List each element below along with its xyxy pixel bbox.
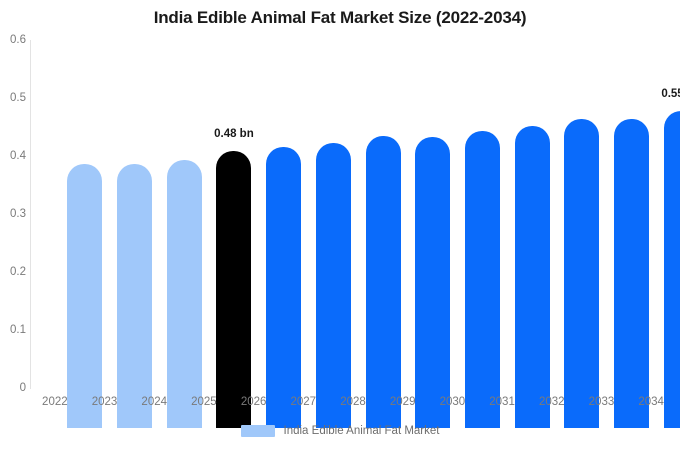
legend-label[interactable]: India Edible Animal Fat Market <box>283 425 440 437</box>
x-axis-tick-label: 2023 <box>91 396 118 408</box>
bar-2023[interactable] <box>117 164 153 428</box>
bar-2026[interactable] <box>266 147 302 428</box>
bar-group: 0.55 bn <box>661 80 680 428</box>
bar-group <box>117 80 153 428</box>
x-axis-tick-label: 2033 <box>588 396 615 408</box>
chart-title: India Edible Animal Fat Market Size (202… <box>153 8 527 27</box>
bar-value-label: 0.48 bn <box>214 127 254 140</box>
bar-group <box>464 80 500 428</box>
y-axis-tick-label: 0.4 <box>10 150 26 162</box>
chart-legend: India Edible Animal Fat Market <box>0 425 680 437</box>
bar-2031[interactable] <box>514 125 550 428</box>
x-axis-tick-label: 2025 <box>191 396 217 408</box>
x-axis-tick-label: 2032 <box>538 396 565 408</box>
y-axis-tick-label: 0.1 <box>10 324 26 336</box>
bar-2030[interactable] <box>464 131 500 428</box>
y-axis: 0 0.1 0.2 0.3 0.4 0.5 0.6 <box>0 0 26 450</box>
x-axis-tick-label: 2028 <box>340 396 366 408</box>
bar-value-label: 0.55 bn <box>661 87 680 100</box>
plot-area: 0.48 bn 0.55 bn <box>30 40 680 428</box>
bar-2028[interactable] <box>365 136 401 428</box>
x-axis-tick-label: 2022 <box>42 396 68 408</box>
x-axis-tick-label: 2034 <box>638 396 664 408</box>
x-axis-tick-label: 2030 <box>439 396 466 408</box>
bar-group <box>365 80 401 428</box>
bar-2022[interactable] <box>67 164 103 428</box>
bar-group <box>415 80 451 428</box>
x-axis-tick-label: 2027 <box>290 396 317 408</box>
bar-group <box>315 80 351 428</box>
y-axis-tick-label: 0.3 <box>10 208 26 220</box>
y-axis-tick-label: 0 <box>19 382 26 394</box>
bar-2029[interactable] <box>415 136 451 428</box>
bar-group: 0.48 bn <box>214 80 254 428</box>
legend-swatch <box>240 425 275 437</box>
y-axis-tick-label: 0.2 <box>10 266 26 278</box>
y-axis-tick-label: 0.6 <box>10 34 26 46</box>
bar-group <box>166 80 202 428</box>
x-axis-tick-label: 2031 <box>489 396 515 408</box>
bar-2025[interactable] <box>216 150 252 428</box>
x-axis-tick-label: 2024 <box>141 396 168 408</box>
bar-2024[interactable] <box>166 160 202 428</box>
bar-group <box>564 80 600 428</box>
bar-group <box>266 80 302 428</box>
bar-2027[interactable] <box>315 142 351 428</box>
x-axis-tick-label: 2029 <box>389 396 416 408</box>
bar-group <box>514 80 550 428</box>
bar-2034[interactable] <box>663 110 680 428</box>
bar-2032[interactable] <box>564 118 600 428</box>
bar-2033[interactable] <box>613 118 649 428</box>
bar-group <box>67 80 103 428</box>
y-axis-line <box>30 40 31 389</box>
y-axis-tick-label: 0.5 <box>10 92 26 104</box>
bar-group <box>613 80 649 428</box>
x-axis-tick-label: 2026 <box>240 396 267 408</box>
